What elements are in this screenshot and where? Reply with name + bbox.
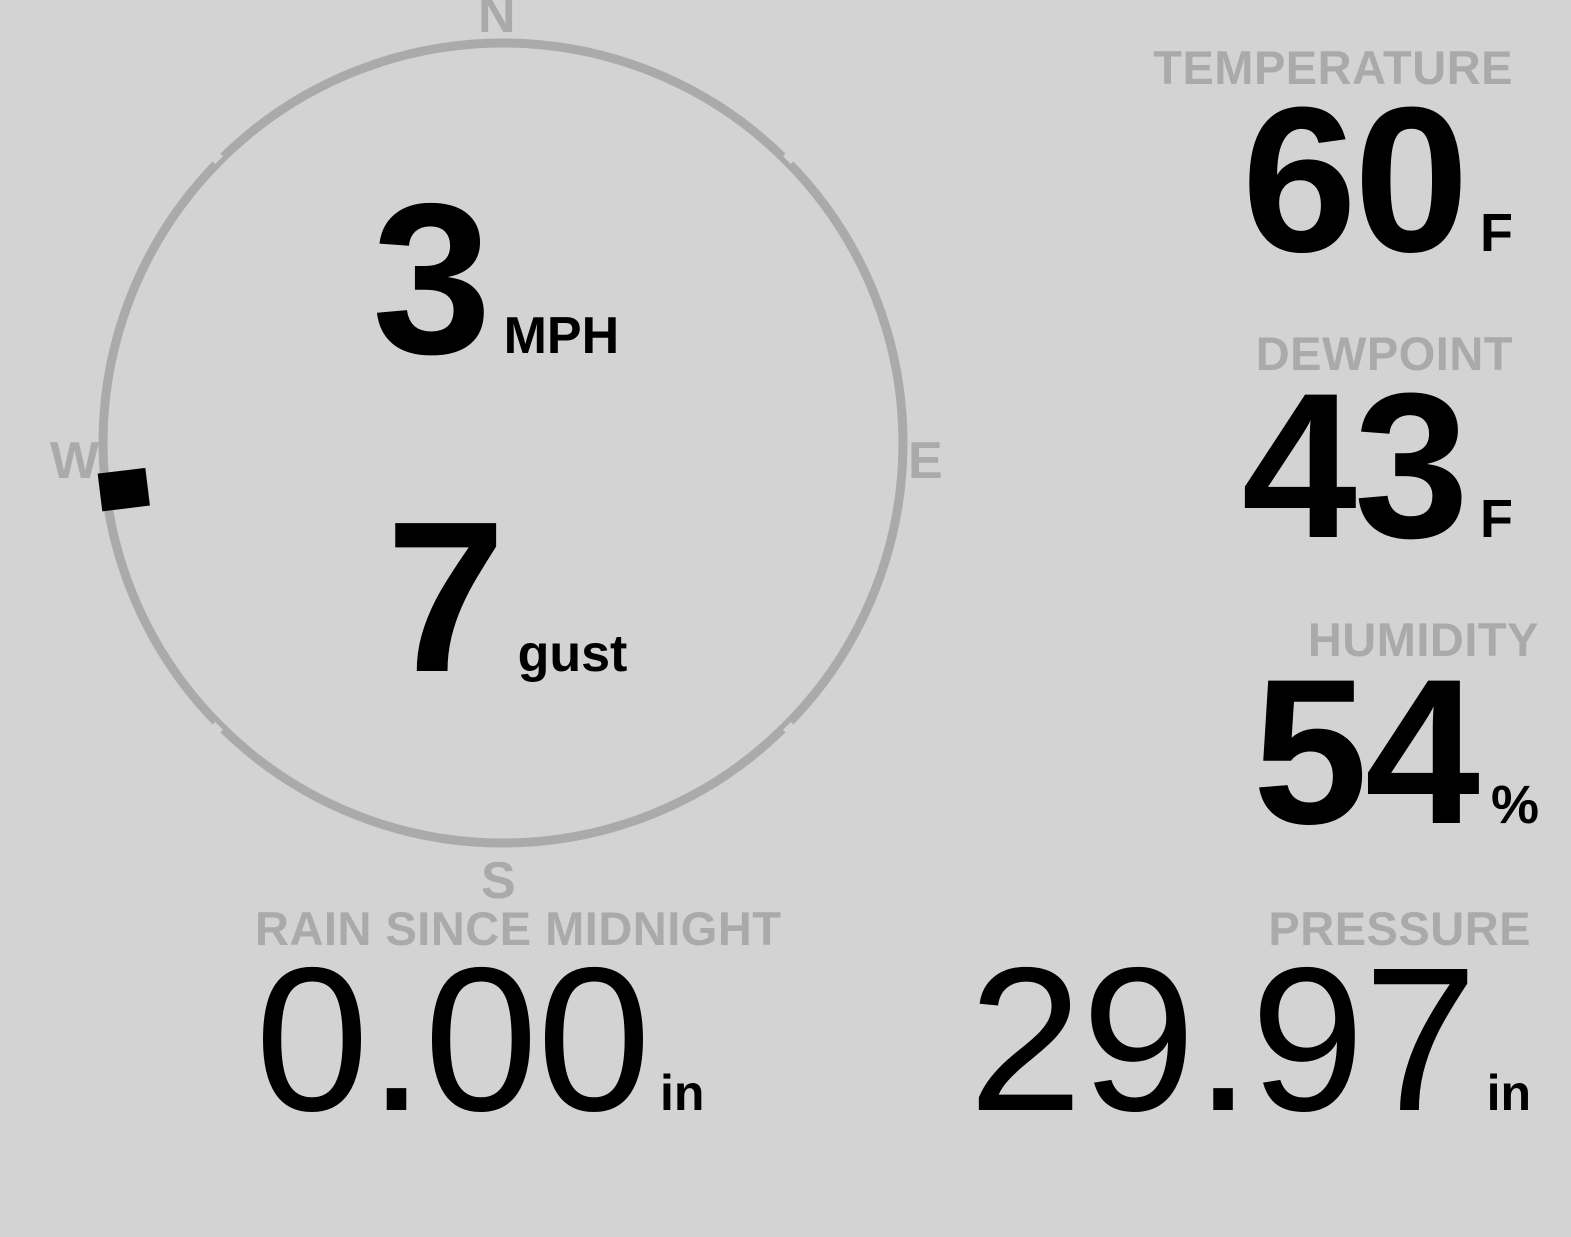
metric-temperature-readout: 60 F bbox=[813, 64, 1513, 295]
wind-direction-marker bbox=[97, 467, 150, 512]
metric-pressure-unit: in bbox=[1486, 1065, 1531, 1121]
compass-label-south: S bbox=[481, 852, 516, 910]
metric-humidity-value: 54 bbox=[1252, 636, 1480, 867]
wind-gust-unit: gust bbox=[517, 625, 628, 683]
metric-rain-readout: 0.00 in bbox=[255, 925, 820, 1154]
metric-temperature-unit: F bbox=[1480, 203, 1513, 263]
metric-dewpoint-label: DEWPOINT bbox=[1255, 327, 1513, 380]
metric-temperature-value: 60 bbox=[1241, 64, 1469, 295]
metric-pressure-value: 29.97 bbox=[968, 925, 1478, 1154]
metric-pressure-readout: 29.97 in bbox=[891, 925, 1531, 1154]
metric-rain: RAIN SINCE MIDNIGHT 0.00 in bbox=[255, 902, 820, 1154]
wind-gust-value: 7 bbox=[386, 476, 506, 717]
compass-ticks bbox=[208, 149, 798, 737]
wind-speed-readout: 3 MPH bbox=[372, 158, 620, 399]
metric-dewpoint-unit: F bbox=[1480, 489, 1513, 549]
metric-humidity-label: HUMIDITY bbox=[1307, 613, 1539, 666]
wind-speed-value: 3 bbox=[372, 158, 492, 399]
metric-rain-unit: in bbox=[660, 1065, 705, 1121]
compass-label-west: W bbox=[50, 432, 100, 490]
metric-humidity: HUMIDITY 54 % bbox=[839, 613, 1539, 867]
metric-dewpoint-value: 43 bbox=[1241, 350, 1469, 581]
compass-dial bbox=[97, 38, 908, 848]
wind-compass-panel: N W E S 3 MPH 7 gust bbox=[0, 0, 1010, 910]
metric-pressure: PRESSURE 29.97 in bbox=[891, 902, 1531, 1154]
metric-humidity-unit: % bbox=[1490, 775, 1539, 835]
metric-dewpoint: DEWPOINT 43 F bbox=[813, 327, 1513, 581]
metric-pressure-label: PRESSURE bbox=[1268, 902, 1531, 955]
metric-temperature-label: TEMPERATURE bbox=[1153, 41, 1513, 94]
compass-label-east: E bbox=[908, 432, 943, 490]
wind-gust-readout: 7 gust bbox=[386, 476, 628, 717]
compass-label-north: N bbox=[478, 0, 516, 44]
wind-speed-unit: MPH bbox=[503, 307, 620, 365]
metric-temperature: TEMPERATURE 60 F bbox=[813, 41, 1513, 295]
metric-rain-value: 0.00 bbox=[255, 925, 651, 1154]
metric-rain-label: RAIN SINCE MIDNIGHT bbox=[255, 902, 782, 955]
metric-dewpoint-readout: 43 F bbox=[813, 350, 1513, 581]
metric-humidity-readout: 54 % bbox=[839, 636, 1539, 867]
compass-ring bbox=[98, 38, 908, 848]
